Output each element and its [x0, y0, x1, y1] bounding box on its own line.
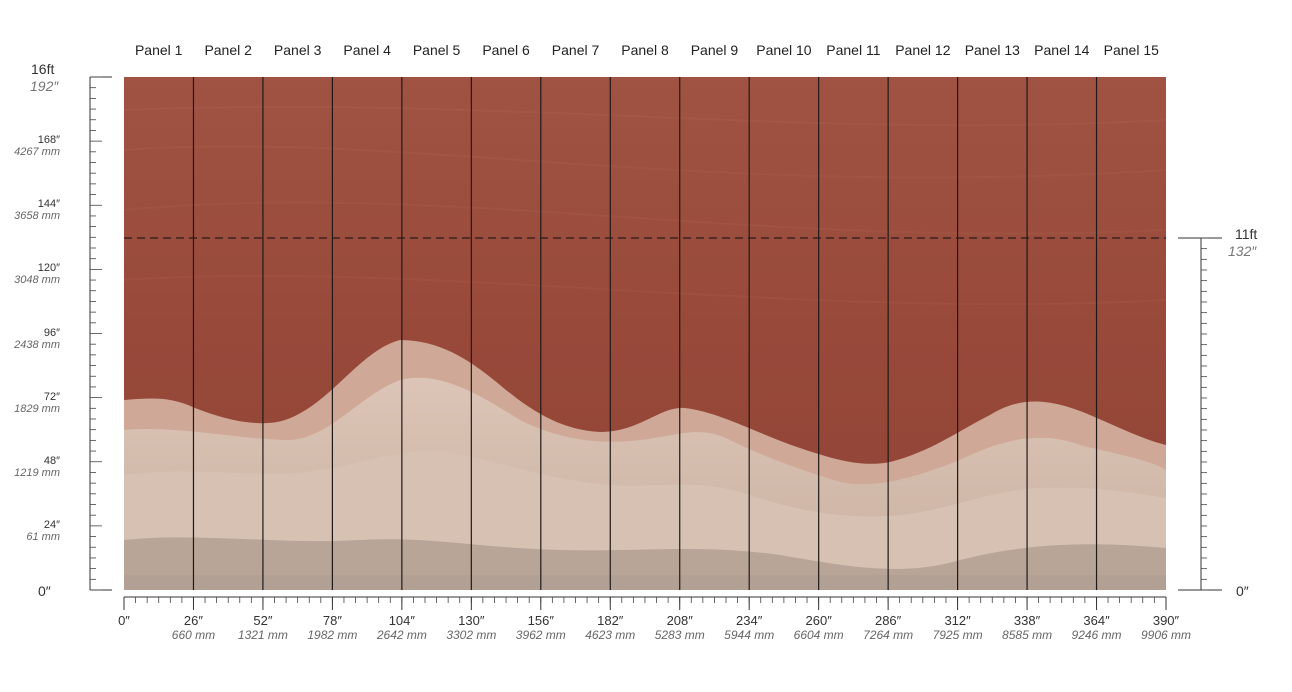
- panel-label: Panel 12: [895, 42, 951, 58]
- panel-label: Panel 7: [551, 42, 600, 58]
- bottom-ruler-mark: 0″: [84, 613, 164, 628]
- left-ruler-top-in: 192″: [30, 78, 59, 94]
- height-mm-label: 3658 mm: [14, 210, 60, 223]
- width-inch-label: 104″: [388, 613, 415, 628]
- width-mm-label: 1321 mm: [237, 628, 288, 642]
- height-inch-label: 24″: [43, 518, 60, 531]
- right-ruler-in: 132″: [1228, 243, 1257, 259]
- bottom-ruler-mark: 182″ 4623 mm: [570, 613, 650, 643]
- panel-label: Panel 4: [343, 42, 391, 58]
- bottom-ruler-mark: 234″ 5944 mm: [709, 613, 789, 643]
- left-ruler-mark: 24″ 61 mm: [26, 519, 60, 543]
- left-height-ruler: [89, 76, 112, 591]
- width-mm-label: 3962 mm: [515, 628, 566, 642]
- width-mm-label: 5944 mm: [724, 628, 775, 642]
- width-mm-label: 9906 mm: [1140, 628, 1192, 642]
- width-mm-label: 7264 mm: [863, 628, 914, 642]
- width-mm-label: 3302 mm: [446, 628, 497, 642]
- bottom-ruler-mark: 78″ 1982 mm: [292, 613, 372, 643]
- width-inch-label: 52″: [253, 613, 273, 628]
- left-ruler-zero: 0″: [38, 583, 51, 599]
- panel-label: Panel 1: [134, 42, 183, 58]
- width-mm-label: 7925 mm: [932, 628, 983, 642]
- left-ruler-mark: 144″ 3658 mm: [14, 198, 60, 222]
- bottom-width-ruler: [123, 596, 1167, 610]
- width-inch-label: 234″: [736, 613, 763, 628]
- bottom-ruler-mark: 390″ 9906 mm: [1126, 613, 1206, 643]
- panel-label: Panel 6: [482, 42, 530, 58]
- bottom-ruler-mark: 312″ 7925 mm: [918, 613, 998, 643]
- panel-label: Panel 9: [690, 42, 739, 58]
- height-inch-label: 168″: [37, 134, 60, 147]
- right-height-ruler: [1178, 237, 1222, 591]
- width-inch-label: 78″: [322, 613, 342, 628]
- panel-label: Panel 2: [204, 42, 252, 58]
- bottom-ruler-mark: 338″ 8585 mm: [987, 613, 1067, 643]
- left-ruler-mark: 96″ 2438 mm: [14, 327, 60, 351]
- width-inch-label: 156″: [527, 613, 554, 628]
- width-mm-label: 9246 mm: [1071, 628, 1122, 642]
- left-ruler-mark: 168″ 4267 mm: [14, 134, 60, 158]
- height-inch-label: 96″: [43, 326, 60, 339]
- bottom-ruler-mark: 260″ 6604 mm: [779, 613, 859, 643]
- width-inch-label: 286″: [874, 613, 902, 628]
- width-inch-label: 208″: [666, 613, 693, 628]
- width-inch-label: 390″: [1152, 613, 1180, 628]
- bottom-ruler-mark: 26″ 660 mm: [153, 613, 233, 643]
- width-inch-label: 364″: [1083, 613, 1110, 628]
- panel-label: Panel 13: [964, 42, 1020, 58]
- bottom-ruler-mark: 208″ 5283 mm: [640, 613, 720, 643]
- panel-label: Panel 10: [756, 42, 812, 58]
- height-inch-label: 72″: [43, 390, 60, 403]
- bottom-ruler-mark: 104″ 2642 mm: [362, 613, 442, 643]
- width-mm-label: 4623 mm: [585, 628, 636, 642]
- height-mm-label: 61 mm: [26, 530, 60, 543]
- bottom-ruler-mark: 364″ 9246 mm: [1057, 613, 1137, 643]
- right-ruler-zero: 0″: [1236, 583, 1249, 599]
- width-inch-label: 312″: [944, 613, 971, 628]
- width-inch-label: 260″: [805, 613, 832, 628]
- height-mm-label: 4267 mm: [14, 146, 60, 159]
- right-ruler-ft: 11ft: [1235, 226, 1258, 242]
- bottom-ruler-mark: 52″ 1321 mm: [223, 613, 303, 643]
- width-inch-label: 130″: [458, 613, 485, 628]
- panel-label: Panel 15: [1103, 42, 1159, 58]
- width-mm-label: 660 mm: [171, 628, 216, 642]
- width-inch-label: 0″: [118, 613, 130, 628]
- height-mm-label: 3048 mm: [14, 274, 60, 287]
- panel-label: Panel 11: [826, 42, 881, 58]
- panel-label: Panel 14: [1034, 42, 1090, 58]
- texture-streaks: [123, 105, 1167, 306]
- bottom-ruler-mark: 156″ 3962 mm: [501, 613, 581, 643]
- width-mm-label: 1982 mm: [307, 628, 358, 642]
- height-inch-label: 120″: [37, 262, 60, 275]
- width-mm-label: 2642 mm: [376, 628, 427, 642]
- stone-floor: [124, 575, 1166, 590]
- width-mm-label: 8585 mm: [1002, 628, 1053, 642]
- left-ruler-mark: 72″ 1829 mm: [14, 391, 60, 415]
- left-ruler-mark: 120″ 3048 mm: [14, 262, 60, 286]
- height-mm-label: 1219 mm: [14, 466, 60, 479]
- width-inch-label: 26″: [183, 613, 203, 628]
- panel-dividers: [192, 77, 1098, 590]
- width-mm-label: 6604 mm: [793, 628, 844, 642]
- panel-label: Panel 3: [273, 42, 322, 58]
- panel-label: Panel 5: [412, 42, 461, 58]
- bottom-ruler-mark: 286″ 7264 mm: [848, 613, 928, 643]
- height-mm-label: 1829 mm: [14, 402, 60, 415]
- left-ruler-top-ft: 16ft: [31, 61, 55, 77]
- panel-label: Panel 8: [621, 42, 669, 58]
- height-inch-label: 144″: [37, 198, 60, 211]
- height-mm-label: 2438 mm: [14, 338, 60, 351]
- height-inch-label: 48″: [43, 454, 60, 467]
- left-ruler-mark: 48″ 1219 mm: [14, 455, 60, 479]
- width-mm-label: 5283 mm: [654, 628, 705, 642]
- width-inch-label: 338″: [1013, 613, 1041, 628]
- width-inch-label: 182″: [597, 613, 624, 628]
- bottom-ruler-mark: 130″ 3302 mm: [431, 613, 511, 643]
